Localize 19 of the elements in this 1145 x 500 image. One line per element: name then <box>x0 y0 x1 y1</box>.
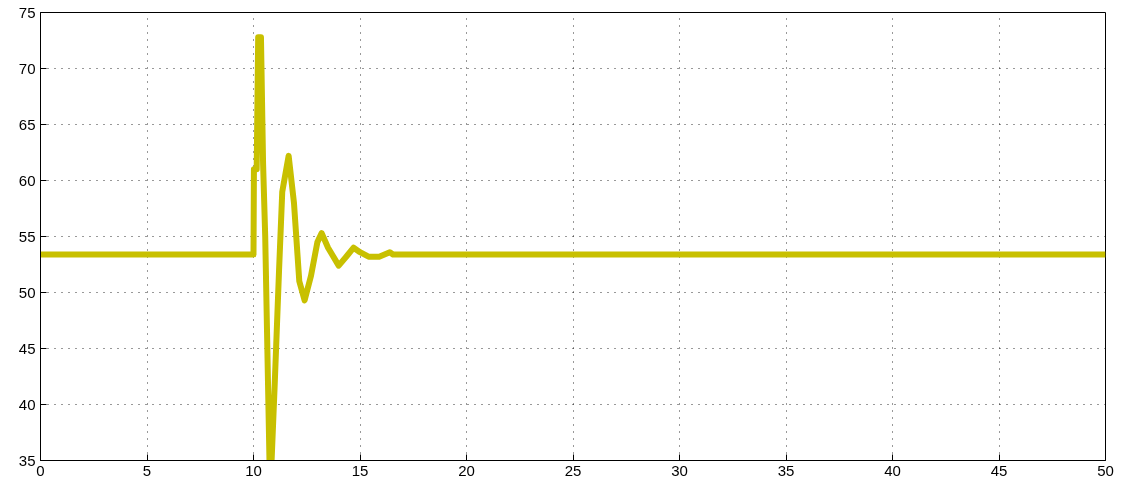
y-tick-label: 65 <box>18 115 36 133</box>
y-tick-label: 55 <box>18 227 36 245</box>
x-tick-label: 15 <box>351 461 369 479</box>
x-tick-label: 25 <box>564 461 582 479</box>
y-tick-label: 75 <box>18 3 36 21</box>
x-tick-label: 10 <box>245 461 262 479</box>
x-tick-label: 35 <box>777 461 795 479</box>
x-tick-label: 45 <box>990 461 1008 479</box>
y-tick-label: 40 <box>18 395 36 413</box>
y-tick-label: 70 <box>18 59 36 77</box>
x-tick-label: 30 <box>671 461 688 479</box>
x-tick-label: 40 <box>884 461 901 479</box>
y-tick-label: 60 <box>18 171 36 189</box>
x-tick-label: 0 <box>36 461 45 479</box>
x-tick-label: 50 <box>1097 461 1114 479</box>
y-tick-label: 50 <box>18 283 36 301</box>
y-tick-label: 45 <box>18 339 36 357</box>
x-tick-label: 5 <box>142 461 152 479</box>
x-tick-label: 20 <box>458 461 475 479</box>
